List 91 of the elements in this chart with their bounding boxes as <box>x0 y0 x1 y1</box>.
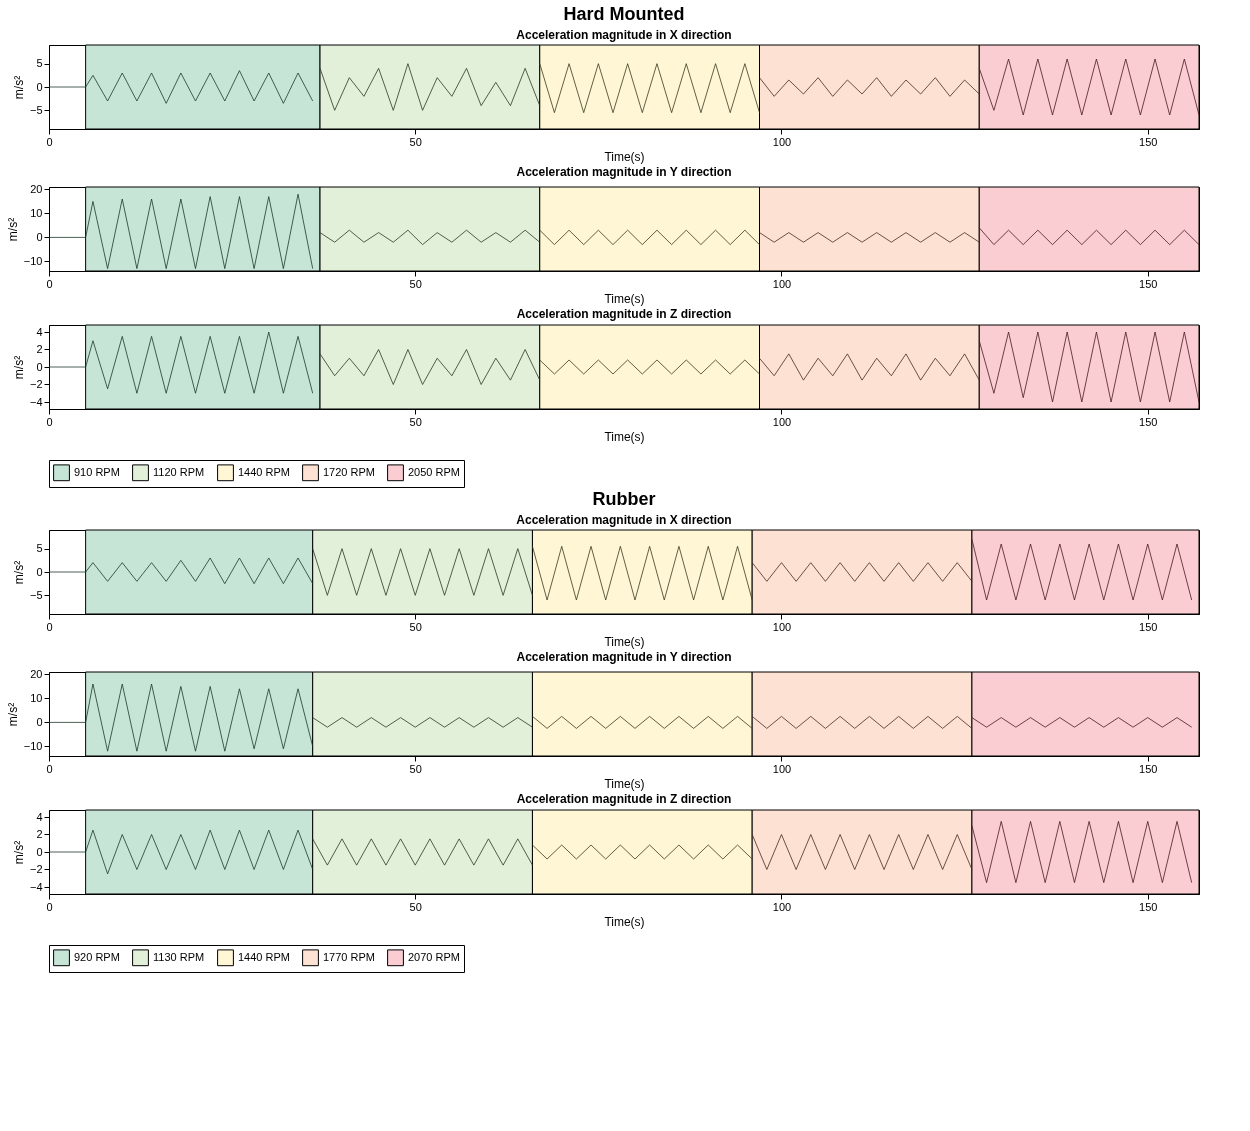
line-series <box>978 58 1200 116</box>
y-tick-label: 0 <box>36 360 43 373</box>
x-tick-label: 0 <box>46 277 53 290</box>
x-tick-label: 150 <box>1139 277 1158 290</box>
line-series <box>319 63 541 111</box>
x-axis-title: Time(s) <box>604 776 645 791</box>
x-axis-title: Time(s) <box>604 429 645 444</box>
x-tick-label: 150 <box>1139 900 1158 913</box>
line-series <box>978 331 1200 403</box>
y-tick-label: 2 <box>36 343 43 355</box>
y-tick-label: −4 <box>29 395 43 408</box>
chart-title: Acceleration magnitude in Z direction <box>516 306 732 321</box>
x-tick-label: 100 <box>772 762 792 775</box>
x-tick-label: 150 <box>1139 762 1158 775</box>
y-axis-title: m/s² <box>11 840 26 865</box>
y-tick-label: 10 <box>30 691 43 704</box>
chart-subtitle: Acceleration magnitude in X direction <box>516 512 732 527</box>
line-series <box>48 829 314 875</box>
y-tick-label: 0 <box>36 845 43 858</box>
x-tick-label: 150 <box>1139 620 1158 633</box>
line-series <box>48 683 314 752</box>
legend-label: 2070 RPM <box>408 950 460 963</box>
y-tick-label: 5 <box>36 542 43 555</box>
y-tick-label: 4 <box>36 810 43 823</box>
legend-label: 920 RPM <box>74 950 120 963</box>
line-series <box>48 193 314 269</box>
x-axis-title: Time(s) <box>604 291 645 306</box>
line-series <box>48 557 314 585</box>
x-tick-label: 0 <box>46 135 53 148</box>
y-tick-label: 2 <box>36 828 43 840</box>
line-series <box>759 77 980 97</box>
chart-title: Rubber <box>592 488 656 509</box>
y-axis-title: m/s² <box>11 75 26 100</box>
x-tick-label: 150 <box>1139 135 1158 148</box>
x-tick-label: 0 <box>46 762 53 775</box>
y-tick-label: −10 <box>23 254 43 267</box>
x-tick-label: 100 <box>772 900 792 913</box>
legend-label: 1120 RPM <box>153 465 205 478</box>
line-series <box>319 349 541 385</box>
chart-title: Acceleration magnitude in Y direction <box>516 165 732 180</box>
y-axis-title: m/s² <box>5 217 20 242</box>
line-series <box>319 229 541 245</box>
x-tick-label: 100 <box>772 135 792 148</box>
y-tick-label: 10 <box>30 206 43 219</box>
x-tick-label: 100 <box>772 277 792 290</box>
y-axis-title: m/s² <box>11 355 26 380</box>
y-axis-title: m/s² <box>11 560 26 585</box>
line-series <box>48 331 314 394</box>
legend-label: 1130 RPM <box>153 950 205 963</box>
y-tick-label: 0 <box>36 565 43 578</box>
y-tick-label: −5 <box>29 588 43 601</box>
x-tick-label: 50 <box>409 415 422 428</box>
x-axis-title: Time(s) <box>604 914 645 929</box>
y-tick-label: −2 <box>29 378 43 390</box>
x-tick-label: 50 <box>409 135 422 148</box>
y-tick-label: 20 <box>30 667 43 680</box>
line-series <box>48 70 314 104</box>
x-tick-label: 100 <box>772 415 792 428</box>
chart-subtitle: Acceleration magnitude in X direction <box>516 27 732 42</box>
y-tick-label: −2 <box>29 863 43 875</box>
y-tick-label: 20 <box>30 182 43 195</box>
y-axis-title: m/s² <box>5 702 20 727</box>
y-tick-label: 0 <box>36 715 43 728</box>
chart-title: Acceleration magnitude in Y direction <box>516 650 732 665</box>
x-tick-label: 0 <box>46 415 53 428</box>
x-tick-label: 100 <box>772 620 792 633</box>
x-tick-label: 0 <box>46 900 53 913</box>
x-tick-label: 50 <box>409 277 422 290</box>
chart-title: Acceleration magnitude in Z direction <box>516 791 732 806</box>
legend-label: 1770 RPM <box>323 950 375 963</box>
x-tick-label: 50 <box>409 620 422 633</box>
legend-label: 1720 RPM <box>323 465 375 478</box>
legend-label: 2050 RPM <box>408 465 460 478</box>
y-tick-label: −4 <box>29 880 43 893</box>
x-tick-label: 50 <box>409 900 422 913</box>
x-tick-label: 0 <box>46 620 53 633</box>
line-series <box>759 353 980 381</box>
x-tick-label: 150 <box>1139 415 1158 428</box>
legend-label: 910 RPM <box>74 465 120 478</box>
x-tick-label: 50 <box>409 762 422 775</box>
y-tick-label: 0 <box>36 230 43 243</box>
x-axis-title: Time(s) <box>604 634 645 649</box>
y-tick-label: 4 <box>36 325 43 338</box>
y-tick-label: 5 <box>36 57 43 70</box>
y-tick-label: 0 <box>36 80 43 93</box>
y-tick-label: −5 <box>29 103 43 116</box>
x-axis-title: Time(s) <box>604 149 645 164</box>
y-tick-label: −10 <box>23 739 43 752</box>
legend-label: 1440 RPM <box>238 465 290 478</box>
chart-title: Hard Mounted <box>563 3 685 24</box>
legend-label: 1440 RPM <box>238 950 290 963</box>
